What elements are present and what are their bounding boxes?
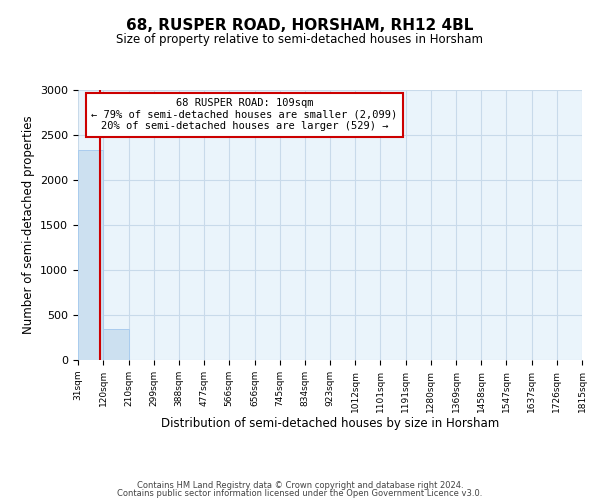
Y-axis label: Number of semi-detached properties: Number of semi-detached properties <box>22 116 35 334</box>
Text: 68, RUSPER ROAD, HORSHAM, RH12 4BL: 68, RUSPER ROAD, HORSHAM, RH12 4BL <box>127 18 473 32</box>
Text: 68 RUSPER ROAD: 109sqm
← 79% of semi-detached houses are smaller (2,099)
20% of : 68 RUSPER ROAD: 109sqm ← 79% of semi-det… <box>91 98 397 132</box>
Bar <box>78 150 103 360</box>
Text: Contains public sector information licensed under the Open Government Licence v3: Contains public sector information licen… <box>118 489 482 498</box>
Bar <box>103 330 128 360</box>
Text: Size of property relative to semi-detached houses in Horsham: Size of property relative to semi-detach… <box>116 32 484 46</box>
X-axis label: Distribution of semi-detached houses by size in Horsham: Distribution of semi-detached houses by … <box>161 418 499 430</box>
Text: Contains HM Land Registry data © Crown copyright and database right 2024.: Contains HM Land Registry data © Crown c… <box>137 480 463 490</box>
